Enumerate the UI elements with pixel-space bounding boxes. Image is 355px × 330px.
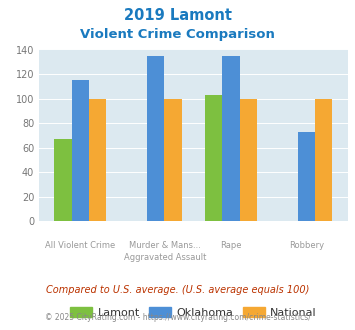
Text: Robbery: Robbery (289, 241, 324, 249)
Bar (89, 99, 106, 221)
Bar (164, 99, 182, 221)
Bar (223, 56, 240, 221)
Text: Rape: Rape (220, 241, 242, 249)
Bar (55, 139, 72, 221)
Text: Violent Crime Comparison: Violent Crime Comparison (80, 28, 275, 41)
Text: All Violent Crime: All Violent Crime (45, 241, 116, 249)
Bar (298, 132, 315, 221)
Text: Aggravated Assault: Aggravated Assault (124, 253, 206, 262)
Legend: Lamont, Oklahoma, National: Lamont, Oklahoma, National (66, 302, 321, 322)
Bar (147, 56, 164, 221)
Bar (240, 99, 257, 221)
Text: Compared to U.S. average. (U.S. average equals 100): Compared to U.S. average. (U.S. average … (46, 285, 309, 295)
Text: 2019 Lamont: 2019 Lamont (124, 8, 231, 23)
Text: Murder & Mans...: Murder & Mans... (129, 241, 201, 249)
Text: © 2025 CityRating.com - https://www.cityrating.com/crime-statistics/: © 2025 CityRating.com - https://www.city… (45, 314, 310, 322)
Bar (205, 95, 223, 221)
Bar (315, 99, 332, 221)
Bar (72, 80, 89, 221)
